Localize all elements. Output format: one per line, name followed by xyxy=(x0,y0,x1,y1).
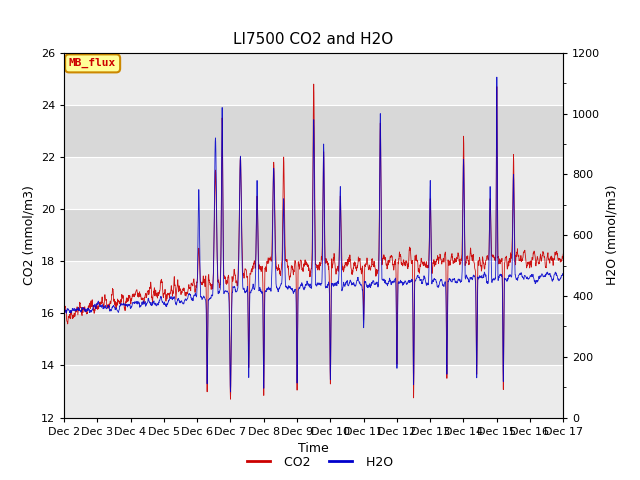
Bar xyxy=(64,53,563,105)
Text: MB_flux: MB_flux xyxy=(69,58,116,69)
Bar xyxy=(64,313,563,365)
Bar xyxy=(64,261,563,313)
X-axis label: Time: Time xyxy=(298,442,329,455)
Legend:  CO2,  H2O: CO2, H2O xyxy=(243,451,397,474)
Bar xyxy=(64,209,563,261)
Title: LI7500 CO2 and H2O: LI7500 CO2 and H2O xyxy=(234,33,394,48)
Bar xyxy=(64,105,563,157)
Bar xyxy=(64,365,563,418)
Y-axis label: H2O (mmol/m3): H2O (mmol/m3) xyxy=(606,185,619,286)
Bar xyxy=(64,157,563,209)
Y-axis label: CO2 (mmol/m3): CO2 (mmol/m3) xyxy=(22,185,35,285)
